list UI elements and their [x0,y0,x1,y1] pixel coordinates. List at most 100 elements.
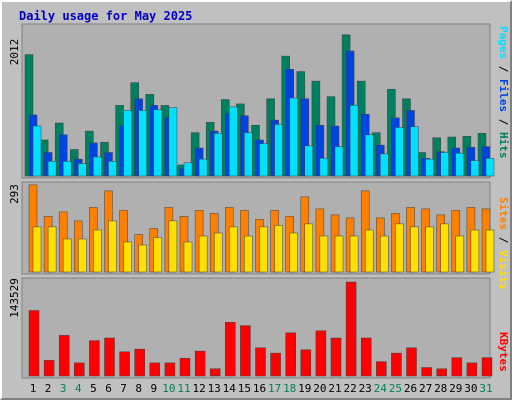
x-tick-label-day-24: 24 [374,382,388,395]
visits-bar-day-5 [93,229,102,273]
kbytes-bar-day-29 [451,357,463,377]
visits-bar-day-16 [259,226,268,273]
kbytes-ymax-label: 143529 [8,278,21,318]
pages-bar-day-3 [62,161,72,177]
pages-bar-day-18 [289,97,298,177]
x-tick-label-day-26: 26 [404,382,417,395]
kbytes-bar-day-12 [194,350,206,377]
x-tick-label-day-4: 4 [75,382,82,395]
x-tick-label-day-12: 12 [192,382,205,395]
kbytes-bar-day-5 [89,340,100,377]
x-tick-label-day-7: 7 [120,382,127,395]
pages-bar-day-22 [349,105,359,177]
kbytes-bar-day-17 [270,352,281,377]
kbytes-bar-day-31 [481,357,493,377]
legend-pages: Pages [497,26,510,59]
visits-bar-day-31 [485,229,495,273]
pages-bar-day-30 [470,160,480,177]
kbytes-bar-day-3 [58,335,70,377]
visits-bar-day-6 [108,220,117,273]
pages-bar-day-27 [425,158,434,177]
visits-bar-day-27 [425,226,434,273]
kbytes-bar-day-18 [285,332,296,377]
x-tick-label-day-17: 17 [268,382,281,395]
kbytes-bar-day-8 [134,348,145,377]
visits-bar-day-15 [244,235,253,273]
x-tick-label-day-27: 27 [419,382,432,395]
visits-bar-day-10 [168,220,178,273]
x-tick-label-day-8: 8 [135,382,142,395]
x-tick-label-day-22: 22 [343,382,356,395]
visits-bar-day-23 [364,229,374,273]
pages-bar-day-7 [123,110,132,177]
pages-bar-day-9 [153,109,163,177]
hits-ymax-label: 2012 [8,39,21,66]
x-tick-label-day-31: 31 [479,382,492,395]
x-tick-label-day-13: 13 [208,382,221,395]
kbytes-bar-day-10 [164,362,176,377]
x-tick-label-day-20: 20 [313,382,326,395]
x-tick-label-day-14: 14 [223,382,237,395]
x-tick-label-day-1: 1 [30,382,37,395]
visits-bar-day-22 [349,235,359,273]
x-tick-label-day-10: 10 [162,382,175,395]
pages-bar-day-25 [395,127,404,177]
legend-sites: Sites [497,197,510,230]
x-tick-label-day-29: 29 [449,382,462,395]
legend-files: Files [497,79,510,112]
visits-bar-day-7 [123,241,132,273]
pages-bar-day-5 [93,156,102,177]
visits-bar-day-19 [304,223,314,273]
pages-bar-day-13 [213,133,223,177]
pages-bar-day-10 [168,107,178,177]
visits-bar-day-26 [410,226,419,273]
kbytes-bar-day-2 [43,360,55,377]
visits-bar-day-18 [289,232,298,273]
x-tick-label-day-16: 16 [253,382,266,395]
pages-bar-day-23 [364,134,374,177]
visits-bar-day-14 [229,226,238,273]
legend-kbytes: KBytes [497,332,510,372]
pages-bar-day-28 [440,152,449,177]
chart-bars [24,34,495,377]
visits-ymax-label: 293 [8,184,21,204]
kbytes-bar-day-16 [255,347,266,377]
kbytes-bar-day-11 [179,358,191,377]
kbytes-bar-day-30 [466,362,478,377]
pages-bar-day-14 [229,106,238,177]
x-tick-label-day-15: 15 [238,382,251,395]
x-tick-label-day-9: 9 [150,382,157,395]
kbytes-bar-day-26 [406,347,417,377]
kbytes-bar-day-21 [330,337,342,377]
x-tick-label-day-30: 30 [464,382,477,395]
visits-bar-day-30 [470,229,480,273]
kbytes-bar-day-24 [376,361,387,377]
visits-bar-day-11 [183,241,193,273]
pages-bar-day-8 [138,110,147,177]
visits-bar-day-17 [274,225,283,273]
visits-bar-day-2 [47,226,57,273]
x-tick-label-day-6: 6 [105,382,112,395]
visits-bar-day-12 [198,235,208,273]
visits-bar-day-24 [380,235,389,273]
kbytes-bar-day-4 [74,362,85,377]
x-tick-label-day-2: 2 [45,382,52,395]
x-tick-label-day-19: 19 [298,382,311,395]
x-tick-label-day-23: 23 [359,382,372,395]
pages-bar-day-29 [455,152,465,177]
pages-bar-day-21 [334,146,344,177]
kbytes-bar-day-15 [240,325,251,377]
pages-bar-day-24 [380,153,389,177]
visits-bar-day-29 [455,235,465,273]
kbytes-bar-day-23 [360,337,372,377]
pages-bar-day-2 [47,161,57,177]
kbytes-bar-day-1 [28,310,40,377]
pages-bar-day-4 [78,163,87,177]
kbytes-bar-day-22 [345,281,357,377]
visits-bar-day-20 [319,235,329,273]
kbytes-bar-day-13 [209,368,221,377]
pages-bar-day-15 [244,132,253,177]
pages-bar-day-12 [198,158,208,177]
